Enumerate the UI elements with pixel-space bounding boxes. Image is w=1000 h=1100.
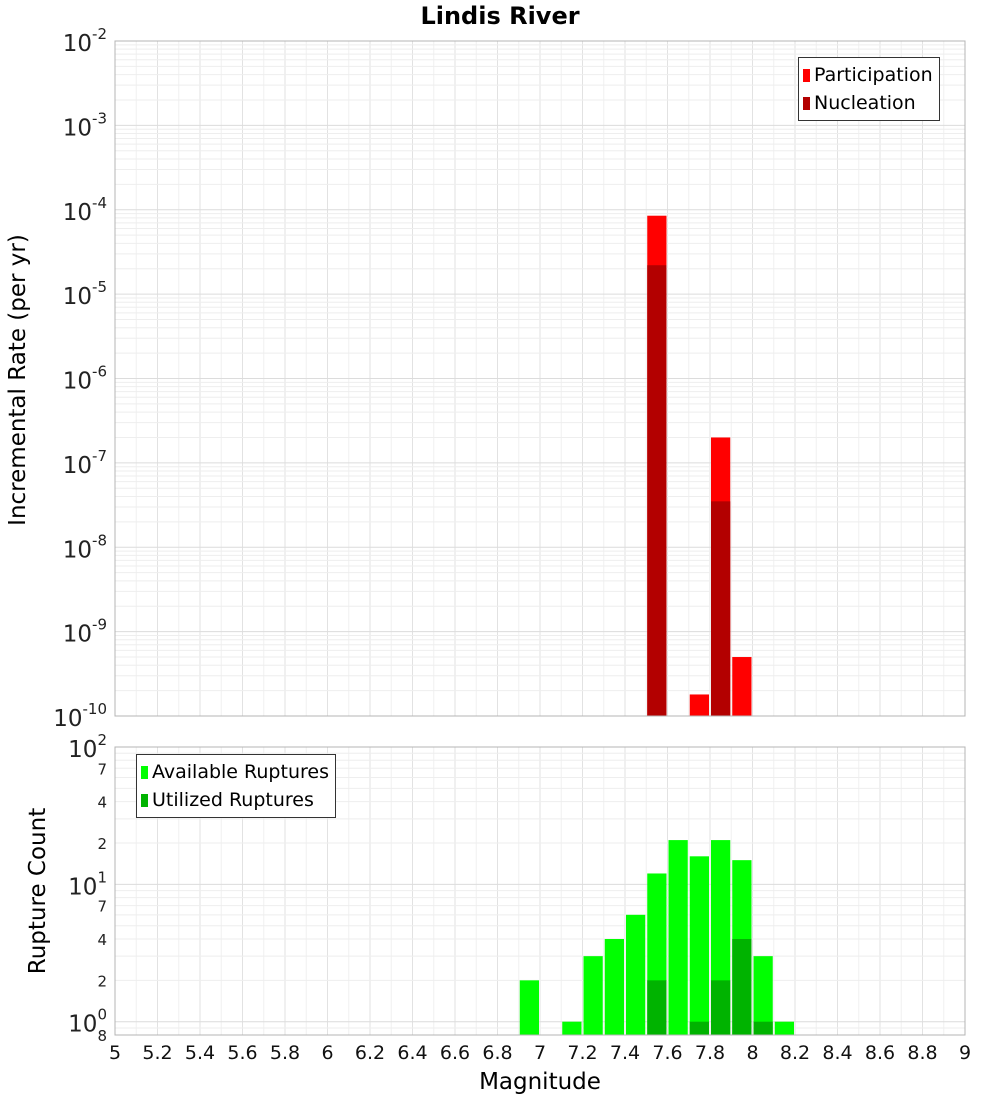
bottom-bar-available-ruptures xyxy=(753,956,773,1035)
x-tick-label: 8.6 xyxy=(865,1042,895,1064)
bottom-y-tick-label: 4 xyxy=(97,794,107,812)
top-y-tick-label: 10-6 xyxy=(63,363,107,395)
x-tick-label: 5.6 xyxy=(227,1042,257,1064)
bottom-y-tick-label: 2 xyxy=(97,835,107,853)
bottom-y-tick-label: 100 xyxy=(68,1006,107,1038)
bottom-bar-utilized-ruptures xyxy=(732,939,752,1035)
bottom-bar-available-ruptures xyxy=(668,840,688,1035)
bottom-bar-utilized-ruptures xyxy=(711,980,731,1035)
x-tick-label: 5.4 xyxy=(185,1042,215,1064)
x-tick-label: 5 xyxy=(109,1042,121,1064)
legend-item-participation: Participation xyxy=(803,61,933,89)
x-tick-label: 5.2 xyxy=(142,1042,172,1064)
legend-label-utilized-ruptures: Utilized Ruptures xyxy=(152,789,314,811)
x-tick-label: 8.2 xyxy=(780,1042,810,1064)
bottom-bar-available-ruptures xyxy=(604,939,624,1035)
x-tick-label: 7.6 xyxy=(652,1042,682,1064)
top-bar-participation xyxy=(732,657,752,716)
x-tick-label: 6.4 xyxy=(397,1042,427,1064)
bottom-bar-utilized-ruptures xyxy=(647,980,667,1035)
legend-swatch-available-ruptures xyxy=(141,765,148,779)
top-y-axis-label: Incremental Rate (per yr) xyxy=(5,234,31,526)
x-tick-label: 7.4 xyxy=(610,1042,640,1064)
bottom-y-tick-label: 7 xyxy=(97,760,107,778)
legend-label-participation: Participation xyxy=(814,64,933,86)
x-tick-label: 9 xyxy=(959,1042,971,1064)
bottom-bar-available-ruptures xyxy=(519,980,539,1035)
x-tick-label: 6.6 xyxy=(440,1042,470,1064)
top-y-tick-label: 10-10 xyxy=(53,700,107,732)
bottom-bar-available-ruptures xyxy=(583,956,603,1035)
x-tick-label: 8.4 xyxy=(822,1042,852,1064)
bottom-bar-available-ruptures xyxy=(562,1021,582,1035)
top-bar-nucleation xyxy=(647,265,667,716)
bottom-plot-frame xyxy=(114,746,966,1036)
x-tick-label: 7 xyxy=(534,1042,546,1064)
legend-label-nucleation: Nucleation xyxy=(814,92,916,114)
top-y-tick-label: 10-9 xyxy=(63,616,107,648)
bottom-y-tick-label: 4 xyxy=(97,931,107,949)
x-tick-label: 6.2 xyxy=(355,1042,385,1064)
top-legend: Participation Nucleation xyxy=(798,57,940,121)
x-axis-label: Magnitude xyxy=(479,1069,601,1095)
bottom-bar-utilized-ruptures xyxy=(753,1021,773,1035)
bottom-y-tick-label: 8 xyxy=(97,1027,107,1045)
legend-item-nucleation: Nucleation xyxy=(803,89,933,117)
bottom-bar-available-ruptures xyxy=(774,1021,794,1035)
top-y-tick-label: 10-4 xyxy=(63,194,107,226)
top-y-tick-label: 10-7 xyxy=(63,447,107,479)
legend-label-available-ruptures: Available Ruptures xyxy=(152,761,329,783)
bottom-y-tick-label: 7 xyxy=(97,898,107,916)
x-tick-label: 7.2 xyxy=(567,1042,597,1064)
x-tick-label: 8 xyxy=(746,1042,758,1064)
legend-swatch-utilized-ruptures xyxy=(141,793,148,807)
chart-title: Lindis River xyxy=(420,2,580,30)
legend-swatch-nucleation xyxy=(803,96,810,110)
bottom-y-tick-label: 102 xyxy=(68,731,107,763)
bottom-legend: Available Ruptures Utilized Ruptures xyxy=(136,754,336,818)
bottom-bar-utilized-ruptures xyxy=(689,1021,709,1035)
bottom-y-tick-label: 101 xyxy=(68,868,107,900)
bottom-bar-available-ruptures xyxy=(626,914,646,1035)
bottom-y-axis-label: Rupture Count xyxy=(25,807,51,975)
x-tick-label: 8.8 xyxy=(907,1042,937,1064)
top-y-tick-label: 10-2 xyxy=(63,25,107,57)
bottom-bar-available-ruptures xyxy=(689,856,709,1035)
top-y-tick-label: 10-5 xyxy=(63,278,107,310)
top-plot-frame xyxy=(114,40,966,717)
bottom-y-tick-label: 2 xyxy=(97,972,107,990)
top-y-tick-label: 10-8 xyxy=(63,531,107,563)
top-bar-nucleation xyxy=(711,501,731,716)
x-tick-label: 5.8 xyxy=(270,1042,300,1064)
legend-item-available-ruptures: Available Ruptures xyxy=(141,758,329,786)
top-y-tick-label: 10-3 xyxy=(63,109,107,141)
x-tick-label: 6 xyxy=(321,1042,333,1064)
x-tick-label: 6.8 xyxy=(482,1042,512,1064)
top-bar-participation xyxy=(689,694,709,716)
x-tick-label: 7.8 xyxy=(695,1042,725,1064)
legend-swatch-participation xyxy=(803,68,810,82)
legend-item-utilized-ruptures: Utilized Ruptures xyxy=(141,786,329,814)
